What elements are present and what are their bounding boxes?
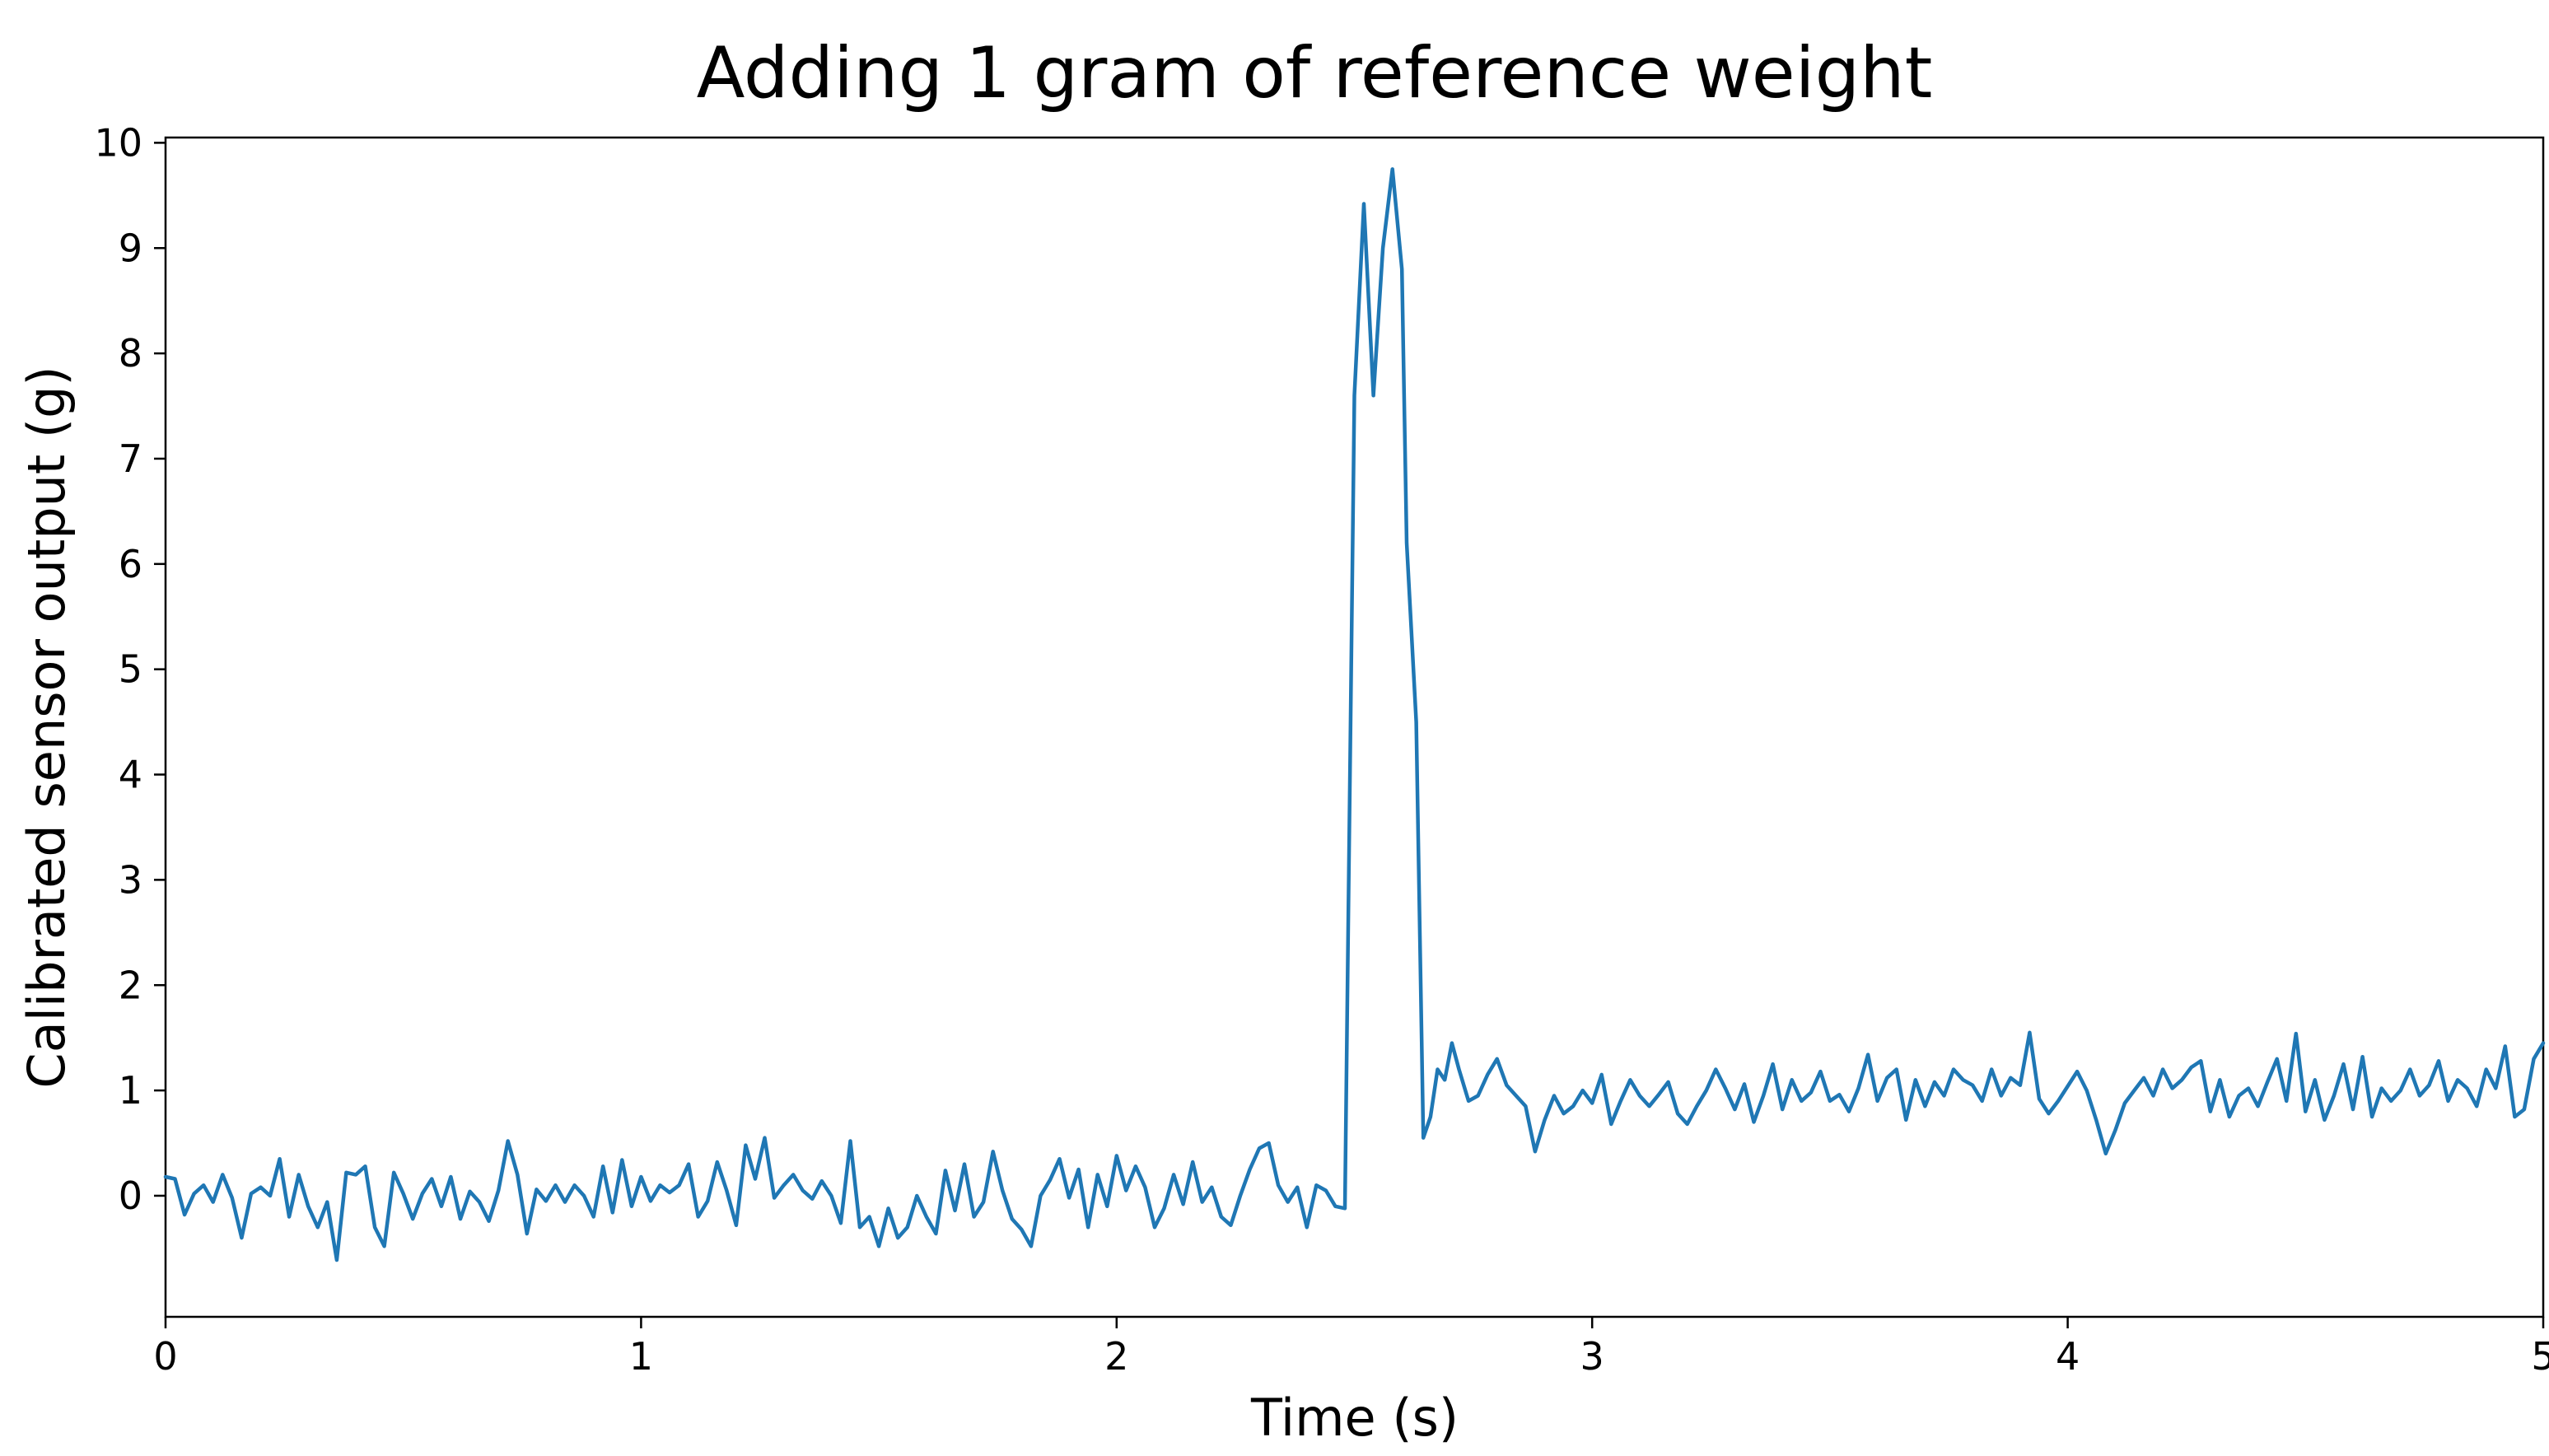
y-tick-label: 7 (119, 436, 142, 481)
x-axis: 0 1 2 3 4 5 (153, 1317, 2549, 1379)
sensor-output-series-line (163, 167, 2546, 1262)
x-tick-label: 4 (2056, 1334, 2080, 1379)
plot-frame (164, 136, 2545, 1318)
y-tick-label: 10 (94, 120, 142, 165)
y-tick-label: 5 (119, 647, 142, 692)
y-tick-label: 1 (119, 1068, 142, 1113)
x-tick-label: 2 (1104, 1334, 1128, 1379)
y-tick-label: 3 (119, 857, 142, 902)
y-tick-label: 9 (119, 226, 142, 270)
y-tick-label: 4 (119, 753, 142, 797)
x-axis-label: Time (s) (1250, 1388, 1459, 1448)
x-tick-label: 3 (1580, 1334, 1604, 1379)
y-axis-label: Calibrated sensor output (g) (16, 366, 77, 1088)
y-tick-label: 6 (119, 542, 142, 586)
y-tick-label: 2 (119, 963, 142, 1007)
x-tick-label: 5 (2531, 1334, 2549, 1379)
chart-title: Adding 1 gram of reference weight (697, 32, 1933, 114)
x-tick-label: 0 (153, 1334, 177, 1379)
x-tick-label: 1 (629, 1334, 653, 1379)
y-axis: 0 1 2 3 4 5 6 7 8 9 10 (94, 120, 166, 1218)
y-tick-label: 0 (119, 1174, 142, 1218)
y-tick-label: 8 (119, 331, 142, 376)
